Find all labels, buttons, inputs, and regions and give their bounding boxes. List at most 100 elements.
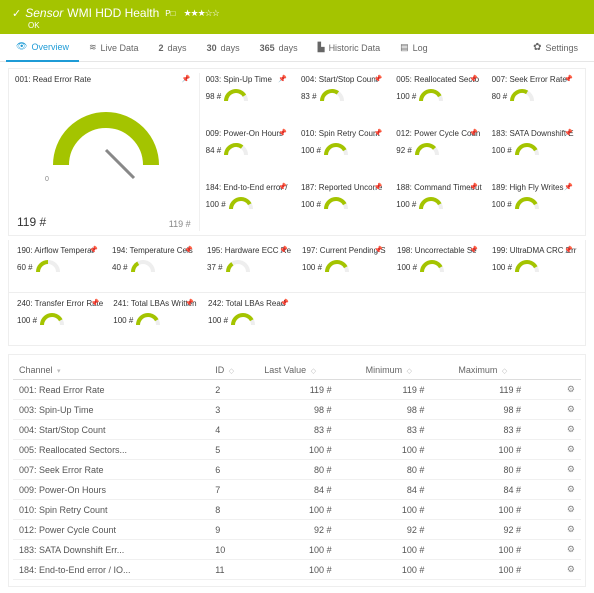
pin-icon[interactable]: 📌 bbox=[469, 129, 478, 137]
gauge-value: 37 # bbox=[207, 263, 223, 272]
row-settings-button[interactable]: ⚙ bbox=[549, 540, 581, 560]
row-settings-button[interactable]: ⚙ bbox=[549, 560, 581, 580]
small-gauge[interactable]: 010: Spin Retry Count 📌 100 # bbox=[297, 127, 390, 177]
small-gauge[interactable]: 012: Power Cycle Coun 📌 92 # bbox=[392, 127, 485, 177]
tab-live-data[interactable]: ≋ Live Data bbox=[79, 34, 149, 62]
gauge-panel: 001: Read Error Rate 📌 0 119 # 119 # 003… bbox=[8, 68, 586, 236]
row-settings-button[interactable]: ⚙ bbox=[549, 520, 581, 540]
small-gauge[interactable]: 009: Power-On Hours 📌 84 # bbox=[202, 127, 295, 177]
priority-stars[interactable]: ★★★☆☆ bbox=[183, 8, 218, 19]
small-gauge[interactable]: 198: Uncorrectable Se 📌 100 # bbox=[393, 244, 486, 288]
table-row[interactable]: 012: Power Cycle Count 9 92 # 92 # 92 # … bbox=[13, 520, 581, 540]
col-last-value[interactable]: Last Value ◇ bbox=[258, 361, 359, 380]
row-settings-button[interactable]: ⚙ bbox=[549, 420, 581, 440]
pin-icon[interactable]: 📌 bbox=[564, 75, 573, 83]
row-settings-button[interactable]: ⚙ bbox=[549, 500, 581, 520]
pin-icon[interactable]: 📌 bbox=[374, 246, 383, 254]
small-gauge[interactable]: 241: Total LBAs Written 📌 100 # bbox=[109, 297, 202, 341]
col-minimum[interactable]: Minimum ◇ bbox=[360, 361, 453, 380]
small-gauge[interactable]: 194: Temperature Cels 📌 40 # bbox=[108, 244, 201, 288]
cell-last-value: 119 # bbox=[258, 380, 359, 400]
row-settings-button[interactable]: ⚙ bbox=[549, 460, 581, 480]
pin-icon[interactable]: 📌 bbox=[278, 129, 287, 137]
cell-minimum: 119 # bbox=[360, 380, 453, 400]
table-row[interactable]: 009: Power-On Hours 7 84 # 84 # 84 # ⚙ bbox=[13, 480, 581, 500]
table-row[interactable]: 004: Start/Stop Count 4 83 # 83 # 83 # ⚙ bbox=[13, 420, 581, 440]
pin-icon[interactable]: 📌 bbox=[91, 299, 100, 307]
pin-icon[interactable]: 📌 bbox=[564, 183, 573, 191]
gauge-value: 100 # bbox=[301, 146, 321, 155]
log-icon: ▤ bbox=[400, 42, 409, 53]
pin-icon[interactable]: 📌 bbox=[89, 246, 98, 254]
tab-historic-data[interactable]: ▙ Historic Data bbox=[308, 34, 390, 62]
pin-icon[interactable]: 📌 bbox=[280, 299, 289, 307]
gear-icon: ✿ bbox=[533, 42, 541, 53]
cell-id: 7 bbox=[209, 480, 258, 500]
tab-30-days[interactable]: 30 days bbox=[197, 34, 250, 62]
small-gauge[interactable]: 190: Airflow Temperat 📌 60 # bbox=[13, 244, 106, 288]
tab-label: days bbox=[168, 43, 187, 53]
pin-icon[interactable]: 📌 bbox=[374, 183, 383, 191]
small-gauge[interactable]: 003: Spin-Up Time 📌 98 # bbox=[202, 73, 295, 123]
gauge-value: 92 # bbox=[396, 146, 412, 155]
tab-settings[interactable]: ✿ Settings bbox=[523, 34, 588, 62]
pin-icon[interactable]: 📌 bbox=[185, 299, 194, 307]
pin-icon[interactable]: 📌 bbox=[469, 246, 478, 254]
gauge-value: 100 # bbox=[396, 200, 416, 209]
small-gauge[interactable]: 187: Reported Uncorre 📌 100 # bbox=[297, 181, 390, 231]
tab-log[interactable]: ▤ Log bbox=[390, 34, 438, 62]
tab-2-days[interactable]: 2 days bbox=[149, 34, 197, 62]
col-channel[interactable]: Channel ▾ bbox=[13, 361, 209, 380]
primary-gauge[interactable]: 001: Read Error Rate 📌 0 119 # 119 # bbox=[13, 73, 200, 231]
header-superscript: P□ bbox=[165, 9, 175, 18]
col-maximum[interactable]: Maximum ◇ bbox=[452, 361, 549, 380]
table-row[interactable]: 184: End-to-End error / IO... 11 100 # 1… bbox=[13, 560, 581, 580]
tab-overview[interactable]: 👁 Overview bbox=[6, 34, 79, 62]
small-gauge[interactable]: 005: Reallocated Secto 📌 100 # bbox=[392, 73, 485, 123]
table-row[interactable]: 001: Read Error Rate 2 119 # 119 # 119 #… bbox=[13, 380, 581, 400]
pin-icon[interactable]: 📌 bbox=[564, 246, 573, 254]
pin-icon[interactable]: 📌 bbox=[374, 129, 383, 137]
small-gauge[interactable]: 007: Seek Error Rate 📌 80 # bbox=[488, 73, 581, 123]
table-row[interactable]: 010: Spin Retry Count 8 100 # 100 # 100 … bbox=[13, 500, 581, 520]
gauge-arc-icon bbox=[414, 140, 440, 160]
small-gauge[interactable]: 195: Hardware ECC Re 📌 37 # bbox=[203, 244, 296, 288]
pin-icon[interactable]: 📌 bbox=[278, 183, 287, 191]
row-settings-button[interactable]: ⚙ bbox=[549, 480, 581, 500]
table-row[interactable]: 183: SATA Downshift Err... 10 100 # 100 … bbox=[13, 540, 581, 560]
pin-icon[interactable]: 📌 bbox=[469, 75, 478, 83]
tab-bar: 👁 Overview ≋ Live Data 2 days 30 days 36… bbox=[0, 34, 594, 62]
cell-maximum: 98 # bbox=[452, 400, 549, 420]
small-gauge[interactable]: 004: Start/Stop Count 📌 83 # bbox=[297, 73, 390, 123]
pin-icon[interactable]: 📌 bbox=[182, 75, 191, 83]
cell-minimum: 83 # bbox=[360, 420, 453, 440]
row-settings-button[interactable]: ⚙ bbox=[549, 400, 581, 420]
pin-icon[interactable]: 📌 bbox=[469, 183, 478, 191]
row-settings-button[interactable]: ⚙ bbox=[549, 440, 581, 460]
pin-icon[interactable]: 📌 bbox=[279, 246, 288, 254]
table-row[interactable]: 007: Seek Error Rate 6 80 # 80 # 80 # ⚙ bbox=[13, 460, 581, 480]
small-gauge[interactable]: 242: Total LBAs Read 📌 100 # bbox=[204, 297, 297, 341]
cell-maximum: 80 # bbox=[452, 460, 549, 480]
small-gauge[interactable]: 240: Transfer Error Rate 📌 100 # bbox=[13, 297, 107, 341]
table-row[interactable]: 003: Spin-Up Time 3 98 # 98 # 98 # ⚙ bbox=[13, 400, 581, 420]
small-gauge[interactable]: 188: Command Timeout 📌 100 # bbox=[392, 181, 485, 231]
small-gauge[interactable]: 184: End-to-End error / 📌 100 # bbox=[202, 181, 295, 231]
table-row[interactable]: 005: Reallocated Sectors... 5 100 # 100 … bbox=[13, 440, 581, 460]
small-gauge[interactable]: 197: Current Pending S 📌 100 # bbox=[298, 244, 391, 288]
tab-label: Overview bbox=[31, 42, 69, 52]
small-gauge[interactable]: 199: UltraDMA CRC Err 📌 100 # bbox=[488, 244, 581, 288]
gauge-arc-icon bbox=[225, 257, 251, 277]
tab-365-days[interactable]: 365 days bbox=[250, 34, 308, 62]
pin-icon[interactable]: 📌 bbox=[184, 246, 193, 254]
cell-maximum: 84 # bbox=[452, 480, 549, 500]
pin-icon[interactable]: 📌 bbox=[278, 75, 287, 83]
pin-icon[interactable]: 📌 bbox=[374, 75, 383, 83]
small-gauge[interactable]: 189: High Fly Writes 📌 100 # bbox=[488, 181, 581, 231]
small-gauge[interactable]: 183: SATA Downshift E 📌 100 # bbox=[488, 127, 581, 177]
cell-maximum: 100 # bbox=[452, 560, 549, 580]
header-prefix: Sensor bbox=[25, 6, 63, 20]
pin-icon[interactable]: 📌 bbox=[564, 129, 573, 137]
row-settings-button[interactable]: ⚙ bbox=[549, 380, 581, 400]
col-id[interactable]: ID ◇ bbox=[209, 361, 258, 380]
